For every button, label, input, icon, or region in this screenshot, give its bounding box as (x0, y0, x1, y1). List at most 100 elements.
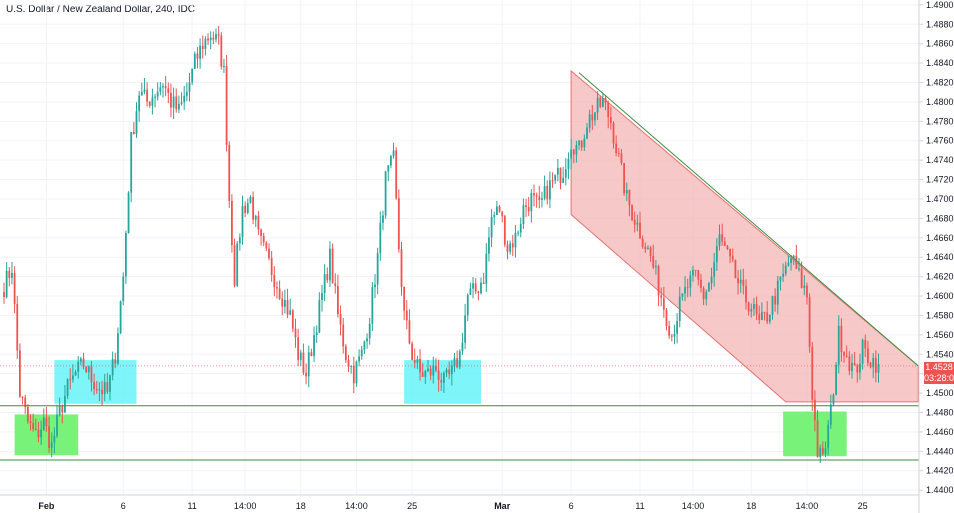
candle-body (790, 258, 792, 263)
candle-body (647, 247, 649, 250)
candle-body (48, 426, 50, 448)
candle-body (827, 424, 830, 449)
candle-body (782, 273, 784, 277)
candle-body (342, 324, 345, 347)
candle-body (742, 279, 745, 286)
candle-body (64, 396, 66, 413)
candle-body (32, 423, 35, 430)
candle-body (74, 372, 77, 376)
candle-body (180, 102, 183, 104)
candle-body (437, 370, 440, 381)
candle-body (676, 321, 678, 334)
candle-body (551, 180, 554, 182)
candle-body (387, 165, 390, 172)
y-tick-label: 1.4580 (926, 310, 954, 320)
candle-body (543, 185, 546, 199)
candle-body (66, 379, 69, 397)
candle-body (101, 389, 103, 395)
candle-body (72, 375, 74, 380)
candle-body (223, 65, 225, 67)
candle-body (400, 249, 403, 287)
candle-body (686, 287, 689, 289)
y-tick-label: 1.4540 (926, 349, 954, 359)
candle-body (636, 222, 639, 225)
candle-body (660, 295, 663, 298)
candle-body (808, 297, 811, 347)
candle-body (482, 282, 485, 284)
candle-body (329, 248, 331, 281)
candle-body (109, 375, 111, 392)
y-tick-label: 1.4640 (926, 252, 954, 262)
x-tick-label: 11 (635, 501, 644, 511)
candle-body (204, 38, 207, 49)
candle-body (164, 86, 167, 89)
candle-body (509, 243, 512, 252)
candle-body (578, 140, 580, 145)
candle-body (413, 359, 416, 363)
candle-body (490, 217, 493, 238)
candle-body (193, 53, 196, 69)
candle-body (297, 337, 300, 360)
candle-body (800, 268, 803, 288)
candle-body (148, 101, 151, 106)
candle-body (19, 350, 21, 397)
candle-body (522, 205, 525, 225)
candle-body (567, 158, 570, 170)
candle-body (368, 323, 371, 339)
candle-body (832, 394, 835, 405)
candle-body (580, 140, 583, 148)
candle-body (376, 253, 379, 285)
candle-body (273, 274, 276, 288)
candle-body (657, 266, 660, 296)
candle-body (390, 156, 392, 166)
candle-body (321, 293, 323, 301)
candle-body (56, 414, 58, 436)
candle-body (236, 243, 239, 286)
y-tick-label: 1.4440 (926, 446, 954, 456)
candle-body (533, 193, 535, 196)
candle-body (53, 435, 56, 443)
candle-body (617, 152, 620, 154)
y-tick-label: 1.4420 (926, 466, 954, 476)
candle-body (93, 382, 95, 390)
candle-body (58, 405, 61, 415)
candle-body (130, 132, 133, 193)
candle-body (861, 339, 864, 364)
candle-body (649, 247, 652, 257)
y-tick-label: 1.4900 (926, 0, 954, 10)
candle-body (864, 339, 867, 349)
candle-body (278, 288, 281, 299)
candle-body (723, 241, 726, 246)
candle-body (715, 246, 718, 263)
candle-body (609, 117, 612, 124)
candle-body (252, 196, 254, 220)
candle-body (326, 274, 329, 281)
candle-body (768, 314, 771, 322)
candle-body (604, 98, 607, 103)
candle-body (225, 65, 228, 145)
candle-body (474, 283, 477, 292)
candle-body (729, 248, 731, 257)
candle-body (853, 363, 856, 366)
x-tick-label: Mar (494, 501, 511, 511)
x-tick-label: 6 (569, 501, 574, 511)
candle-body (665, 309, 668, 327)
candle-body (87, 366, 90, 373)
candle-body (464, 315, 466, 343)
candle-body (795, 255, 798, 269)
candle-body (758, 314, 761, 321)
candle-body (766, 312, 769, 322)
candle-body (583, 138, 586, 148)
candle-body (867, 348, 869, 363)
candle-body (371, 287, 374, 324)
y-tick-label: 1.4800 (926, 97, 954, 107)
candle-body (268, 248, 270, 259)
candle-body (265, 242, 268, 249)
candle-body (639, 222, 641, 239)
candle-body (159, 87, 162, 92)
candle-body (98, 389, 101, 391)
y-tick-label: 1.4460 (926, 427, 954, 437)
candle-body (233, 245, 236, 286)
zone-layer (14, 69, 919, 457)
